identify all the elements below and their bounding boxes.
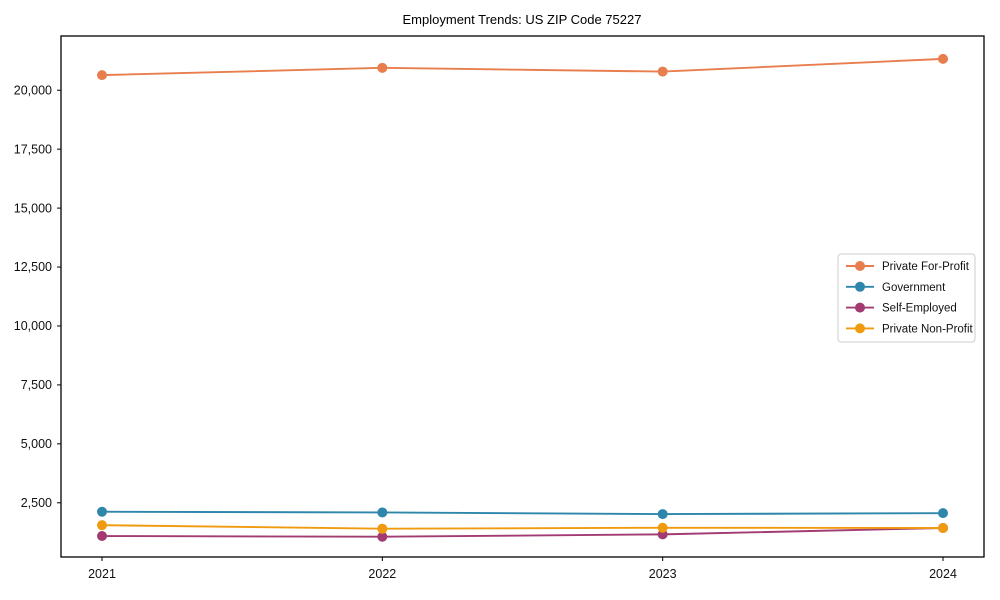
y-tick-label: 2,500 [21, 496, 52, 510]
data-point-government-2022 [377, 507, 388, 518]
y-tick-label: 5,000 [21, 437, 52, 451]
y-tick-label: 20,000 [14, 83, 52, 97]
data-point-self-employed-2022 [377, 531, 388, 542]
legend-marker-government [855, 281, 865, 292]
series-line-private-for-profit [101, 57, 944, 77]
data-point-private-non-profit-2023 [657, 522, 668, 533]
y-tick-label: 17,500 [14, 142, 52, 156]
series-line-self-employed [101, 527, 944, 538]
series-line-government [101, 510, 944, 516]
legend-label-private-for-profit: Private For-Profit [882, 261, 970, 273]
x-tick-label: 2021 [88, 567, 116, 581]
data-point-private-for-profit-2023 [657, 66, 668, 77]
plot-border [60, 35, 985, 558]
legend-marker-private-non-profit [855, 323, 865, 334]
series-line-private-non-profit [101, 524, 944, 530]
y-tick-label: 7,500 [21, 378, 52, 392]
legend-marker-self-employed [855, 302, 865, 313]
legend-box [837, 253, 976, 343]
chart-title: Employment Trends: US ZIP Code 75227 [403, 12, 642, 27]
data-point-private-for-profit-2022 [377, 62, 388, 73]
x-tick-label: 2022 [368, 567, 396, 581]
data-point-government-2024 [938, 508, 948, 519]
x-tick-label: 2024 [929, 567, 957, 581]
data-point-private-for-profit-2021 [97, 70, 107, 81]
data-point-government-2023 [657, 509, 668, 520]
y-tick-label: 15,000 [14, 201, 52, 215]
data-point-private-non-profit-2022 [377, 523, 388, 534]
legend-marker-private-for-profit [855, 261, 865, 271]
data-point-private-for-profit-2024 [938, 53, 948, 64]
x-tick-label: 2023 [649, 567, 677, 581]
data-point-private-non-profit-2024 [938, 523, 948, 534]
data-point-government-2021 [97, 506, 107, 517]
y-tick-label: 10,000 [14, 319, 52, 333]
legend-label-private-non-profit: Private Non-Profit [882, 323, 974, 335]
data-point-self-employed-2021 [97, 531, 107, 542]
legend-label-government: Government [882, 282, 946, 294]
legend-label-self-employed: Self-Employed [882, 303, 957, 315]
data-point-private-non-profit-2021 [97, 520, 107, 531]
y-tick-label: 12,500 [14, 260, 52, 274]
